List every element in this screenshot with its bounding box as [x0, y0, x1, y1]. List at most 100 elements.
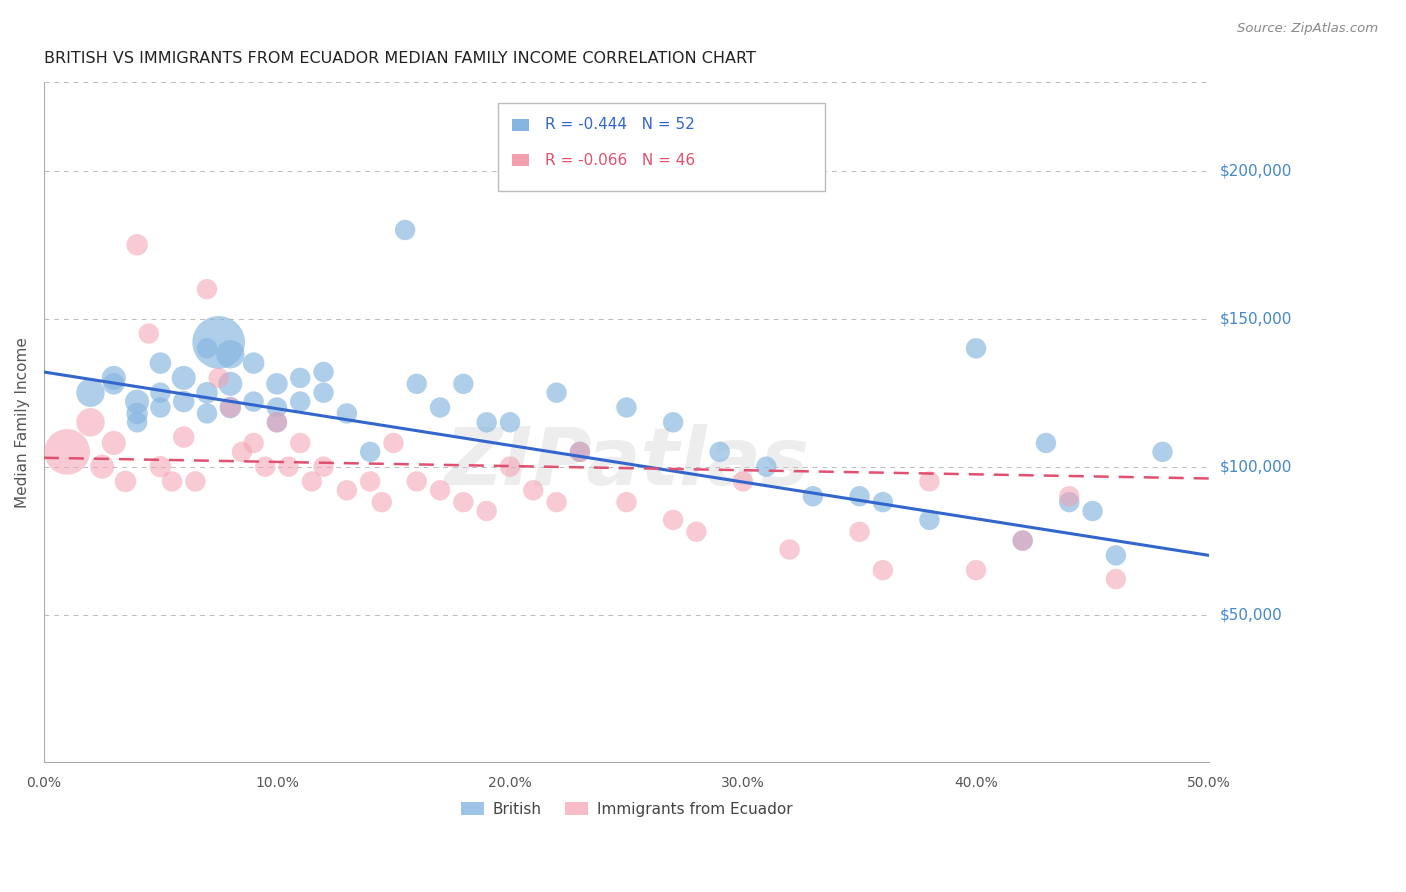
Point [405, 376, 427, 391]
Point [1081, 504, 1104, 518]
Point [453, 376, 475, 391]
Point [1059, 489, 1081, 503]
Point [336, 406, 359, 420]
Bar [512, 154, 529, 167]
Point [103, 371, 125, 385]
Point [173, 430, 195, 444]
Point [195, 342, 218, 356]
Point [394, 223, 416, 237]
Point [1011, 533, 1033, 548]
Point [219, 401, 242, 415]
Point [266, 376, 288, 391]
Point [103, 376, 125, 391]
Point [1105, 572, 1128, 586]
Point [1059, 495, 1081, 509]
Text: Source: ZipAtlas.com: Source: ZipAtlas.com [1237, 22, 1378, 36]
Text: R = -0.444   N = 52: R = -0.444 N = 52 [546, 118, 695, 133]
Point [290, 371, 312, 385]
Point [429, 483, 451, 498]
Point [312, 365, 335, 379]
Point [138, 326, 160, 341]
Point [616, 401, 638, 415]
Point [965, 342, 987, 356]
Point [149, 385, 172, 400]
Point [195, 282, 218, 296]
Point [499, 459, 522, 474]
Point [546, 495, 568, 509]
Point [475, 504, 498, 518]
Point [568, 445, 591, 459]
Point [219, 376, 242, 391]
Point [231, 445, 253, 459]
Text: BRITISH VS IMMIGRANTS FROM ECUADOR MEDIAN FAMILY INCOME CORRELATION CHART: BRITISH VS IMMIGRANTS FROM ECUADOR MEDIA… [44, 51, 756, 66]
Point [779, 542, 801, 557]
Point [184, 475, 207, 489]
Point [453, 495, 475, 509]
Point [173, 394, 195, 409]
Point [685, 524, 707, 539]
Point [127, 406, 149, 420]
Point [127, 394, 149, 409]
Point [371, 495, 394, 509]
Point [522, 483, 544, 498]
Point [254, 459, 277, 474]
Point [290, 436, 312, 450]
Point [499, 415, 522, 429]
Point [662, 513, 685, 527]
Point [359, 475, 381, 489]
Point [731, 475, 754, 489]
Point [755, 459, 778, 474]
Point [872, 495, 894, 509]
Point [79, 385, 101, 400]
Point [429, 401, 451, 415]
Point [242, 394, 264, 409]
Text: $150,000: $150,000 [1220, 311, 1292, 326]
Point [336, 483, 359, 498]
Point [266, 415, 288, 429]
Point [266, 401, 288, 415]
Point [616, 495, 638, 509]
Point [208, 335, 231, 350]
Point [149, 356, 172, 370]
Point [848, 489, 870, 503]
Point [160, 475, 183, 489]
Point [56, 445, 79, 459]
Point [965, 563, 987, 577]
Text: $200,000: $200,000 [1220, 163, 1292, 178]
FancyBboxPatch shape [498, 103, 824, 191]
Point [568, 445, 591, 459]
Point [918, 475, 941, 489]
Point [918, 513, 941, 527]
Point [801, 489, 824, 503]
Point [149, 459, 172, 474]
Point [848, 524, 870, 539]
Text: $100,000: $100,000 [1220, 459, 1292, 475]
Point [312, 385, 335, 400]
Point [382, 436, 405, 450]
Point [219, 401, 242, 415]
Point [709, 445, 731, 459]
Point [662, 415, 685, 429]
Point [312, 459, 335, 474]
Point [266, 415, 288, 429]
Point [1035, 436, 1057, 450]
Point [1105, 549, 1128, 563]
Point [1152, 445, 1174, 459]
Point [405, 475, 427, 489]
Point [173, 371, 195, 385]
Point [242, 356, 264, 370]
Point [103, 436, 125, 450]
Legend: British, Immigrants from Ecuador: British, Immigrants from Ecuador [454, 796, 799, 822]
Point [208, 371, 231, 385]
Text: R = -0.066   N = 46: R = -0.066 N = 46 [546, 153, 695, 168]
Point [301, 475, 323, 489]
Point [359, 445, 381, 459]
Point [79, 415, 101, 429]
Point [242, 436, 264, 450]
Point [195, 406, 218, 420]
Point [277, 459, 299, 474]
Point [872, 563, 894, 577]
Point [149, 401, 172, 415]
Point [290, 394, 312, 409]
Point [91, 459, 114, 474]
